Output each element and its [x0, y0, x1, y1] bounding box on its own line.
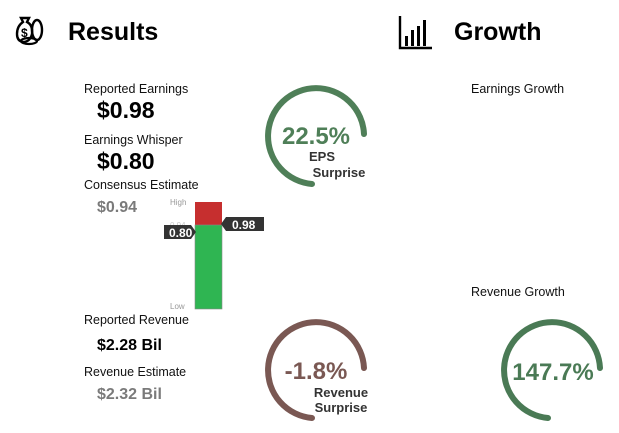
consensus-estimate-value: $0.94 [97, 199, 138, 216]
whisper-marker [164, 225, 196, 239]
range-low-label: Low [170, 302, 185, 311]
earnings-whisper-label: Earnings Whisper [84, 133, 183, 147]
eps-surprise-gauge: 22.5% EPS Surprise [265, 85, 367, 187]
reported-revenue-label: Reported Revenue [84, 313, 189, 327]
eps-surprise-label-1: EPS [309, 149, 335, 164]
revenue-surprise-label-2: Surprise [315, 400, 368, 415]
svg-text:$: $ [21, 26, 28, 40]
eps-surprise-arc [265, 85, 367, 187]
revenue-surprise-arc [265, 319, 367, 421]
whisper-marker-label: 0.80 [169, 226, 193, 240]
base-segment [194, 224, 223, 310]
range-high-label: High [170, 198, 186, 207]
eps-surprise-label-2: Surprise [313, 165, 366, 180]
revenue-growth-label: Revenue Growth [471, 285, 565, 299]
revenue-growth-arc [501, 319, 603, 421]
earnings-range-bar: High 0.94 Low 0.80 0.98 [164, 198, 264, 311]
money-bag-coins-icon: $ [14, 15, 46, 52]
bar-chart-icon [398, 14, 434, 55]
earnings-growth-label: Earnings Growth [471, 82, 565, 96]
growth-title: Growth [454, 18, 542, 46]
reported-revenue-value: $2.28 Bil [97, 337, 162, 354]
earnings-whisper-value: $0.80 [97, 148, 155, 174]
results-title: Results [68, 18, 159, 46]
reported-marker [221, 217, 264, 231]
revenue-estimate-label: Revenue Estimate [84, 365, 187, 379]
reported-earnings-label: Reported Earnings [84, 82, 189, 96]
revenue-surprise-label-1: Revenue [314, 385, 368, 400]
consensus-estimate-label: Consensus Estimate [84, 178, 199, 192]
eps-surprise-value: 22.5% [282, 123, 350, 150]
reported-earnings-value: $0.98 [97, 97, 155, 123]
beat-segment [195, 202, 222, 225]
revenue-surprise-gauge: -1.8% Revenue Surprise [265, 319, 368, 421]
revenue-growth-gauge: 147.7% [501, 319, 603, 421]
revenue-estimate-value: $2.32 Bil [97, 386, 162, 403]
revenue-surprise-value: -1.8% [285, 358, 348, 385]
reported-marker-label: 0.98 [232, 218, 256, 232]
revenue-growth-value: 147.7% [512, 359, 593, 386]
